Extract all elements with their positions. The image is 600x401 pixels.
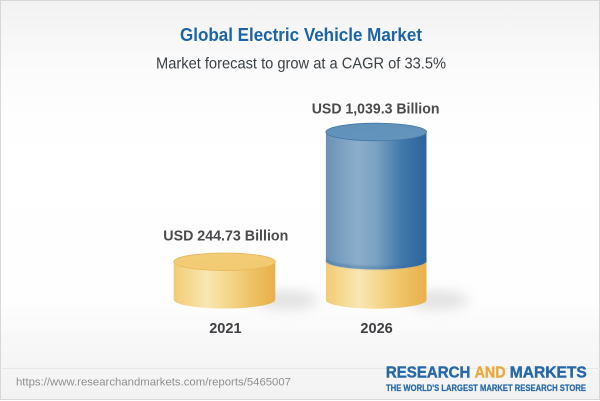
svg-text:RESEARCH: RESEARCH (386, 363, 471, 381)
svg-text:AND: AND (475, 363, 506, 381)
svg-text:Global Electric Vehicle Market: Global Electric Vehicle Market (180, 24, 423, 45)
svg-text:USD 1,039.3 Billion: USD 1,039.3 Billion (312, 102, 440, 118)
svg-text:THE WORLD'S LARGEST MARKET RES: THE WORLD'S LARGEST MARKET RESEARCH STOR… (386, 383, 586, 393)
svg-text:Market forecast to grow at a C: Market forecast to grow at a CAGR of 33.… (156, 56, 446, 73)
svg-text:USD 244.73 Billion: USD 244.73 Billion (163, 229, 288, 245)
svg-text:2026: 2026 (360, 321, 392, 337)
svg-text:https://www.researchandmarkets: https://www.researchandmarkets.com/repor… (16, 377, 291, 389)
svg-text:MARKETS: MARKETS (510, 363, 587, 381)
svg-text:2021: 2021 (209, 321, 241, 337)
